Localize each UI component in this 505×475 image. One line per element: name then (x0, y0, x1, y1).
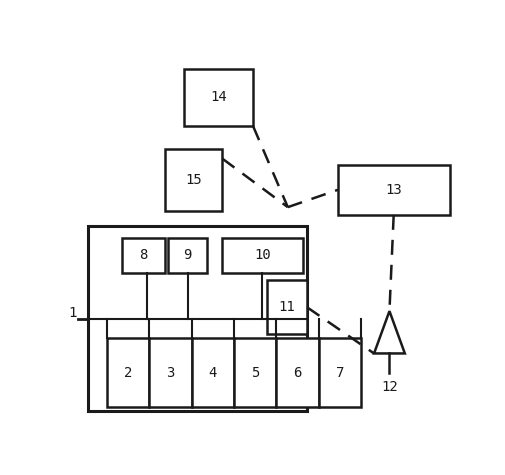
Text: 1: 1 (68, 305, 77, 320)
Bar (276, 338, 318, 408)
Bar (267, 280, 307, 334)
Bar (87, 227, 307, 411)
Bar (222, 238, 302, 273)
Text: 3: 3 (166, 366, 174, 380)
Text: 6: 6 (293, 366, 301, 380)
Text: 12: 12 (380, 380, 397, 394)
Bar (168, 238, 207, 273)
Bar (183, 68, 252, 126)
Bar (149, 338, 191, 408)
Bar (191, 338, 233, 408)
Text: 11: 11 (278, 300, 295, 314)
Text: 13: 13 (384, 183, 401, 197)
Bar (337, 165, 448, 215)
Text: 9: 9 (183, 248, 191, 262)
Text: 4: 4 (208, 366, 217, 380)
Bar (164, 150, 222, 211)
Text: 14: 14 (210, 90, 226, 104)
Text: 7: 7 (335, 366, 343, 380)
Text: 5: 5 (250, 366, 259, 380)
Bar (318, 338, 360, 408)
Bar (122, 238, 164, 273)
Text: 15: 15 (185, 173, 201, 187)
Bar (233, 338, 276, 408)
Text: 2: 2 (124, 366, 132, 380)
Bar (107, 338, 149, 408)
Text: 8: 8 (139, 248, 147, 262)
Text: 10: 10 (254, 248, 271, 262)
